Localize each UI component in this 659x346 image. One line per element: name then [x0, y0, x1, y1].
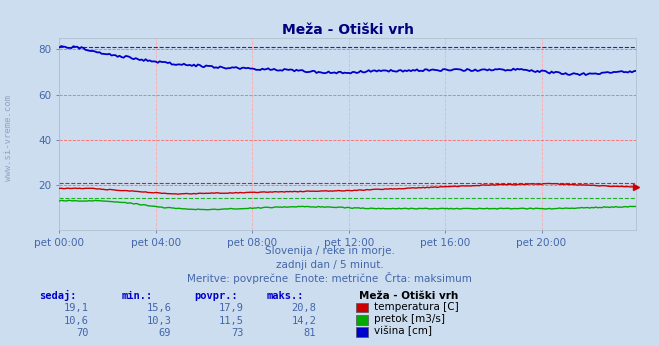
Text: min.:: min.: [122, 291, 153, 301]
Title: Meža - Otiški vrh: Meža - Otiški vrh [281, 23, 414, 37]
Text: maks.:: maks.: [267, 291, 304, 301]
Text: 69: 69 [159, 328, 171, 338]
Text: Meritve: povprečne  Enote: metrične  Črta: maksimum: Meritve: povprečne Enote: metrične Črta:… [187, 272, 472, 284]
Text: Slovenija / reke in morje.: Slovenija / reke in morje. [264, 246, 395, 256]
Text: 11,5: 11,5 [219, 316, 244, 326]
Text: povpr.:: povpr.: [194, 291, 238, 301]
Text: 81: 81 [304, 328, 316, 338]
Text: zadnji dan / 5 minut.: zadnji dan / 5 minut. [275, 260, 384, 270]
Text: sedaj:: sedaj: [40, 290, 77, 301]
Text: 14,2: 14,2 [291, 316, 316, 326]
Text: višina [cm]: višina [cm] [374, 326, 432, 337]
Text: 19,1: 19,1 [64, 303, 89, 313]
Text: 10,6: 10,6 [64, 316, 89, 326]
Text: 17,9: 17,9 [219, 303, 244, 313]
Text: 15,6: 15,6 [146, 303, 171, 313]
Text: 20,8: 20,8 [291, 303, 316, 313]
Text: www.si-vreme.com: www.si-vreme.com [4, 95, 13, 181]
Text: pretok [m3/s]: pretok [m3/s] [374, 315, 445, 325]
Text: Meža - Otiški vrh: Meža - Otiški vrh [359, 291, 459, 301]
Text: 70: 70 [76, 328, 89, 338]
Text: temperatura [C]: temperatura [C] [374, 302, 459, 312]
Text: 73: 73 [231, 328, 244, 338]
Text: 10,3: 10,3 [146, 316, 171, 326]
